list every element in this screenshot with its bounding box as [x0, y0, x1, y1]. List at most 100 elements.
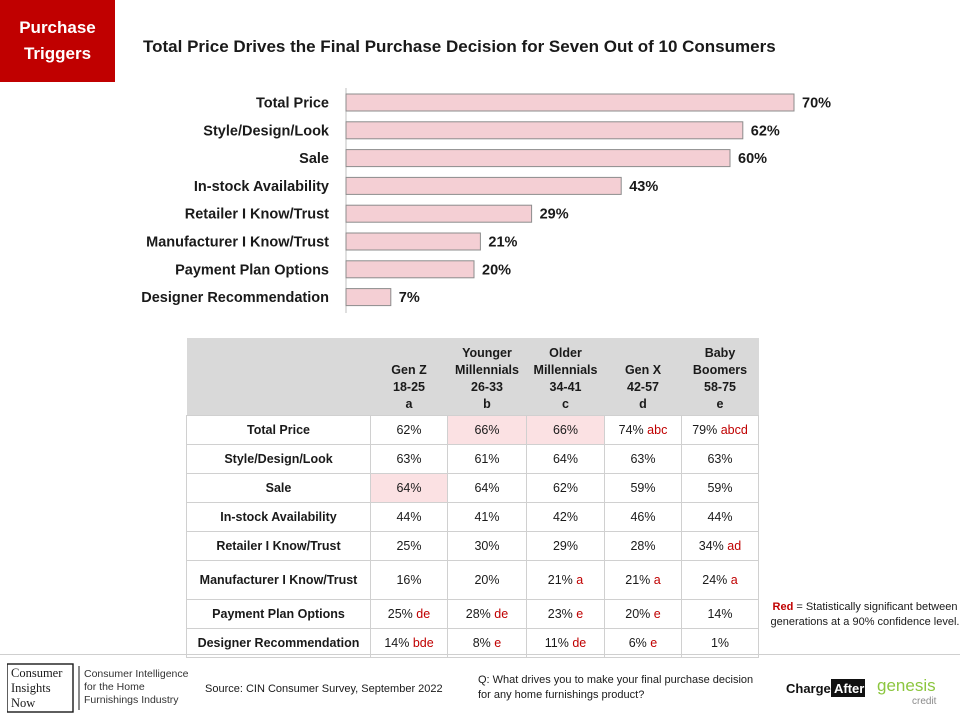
survey-question: Q: What drives you to make your final pu…: [478, 674, 754, 701]
cell-value: 21%: [625, 573, 651, 587]
row-label: In-stock Availability: [186, 502, 371, 532]
table-cell: 23% e: [526, 599, 605, 629]
cell-value: 41%: [474, 510, 500, 524]
header-line: [371, 345, 448, 362]
table-header-blank: [186, 338, 371, 416]
cell-value: 14%: [707, 607, 733, 621]
bar: [345, 232, 481, 251]
generation-table: Gen Z 18-25 a Younger Millennials 26-33 b Older…: [186, 338, 759, 658]
chargeafter-logo-part-1: Charge: [786, 681, 831, 696]
table-cell: 14% bde: [370, 628, 448, 658]
table-cell: 28% de: [447, 599, 527, 629]
table-header-cell: Younger Millennials 26-33 b: [447, 338, 527, 416]
significance-letters: e: [572, 607, 584, 621]
cell-value: 64%: [474, 481, 500, 495]
cell-value: 20%: [625, 607, 651, 621]
header-line: 58-75: [704, 380, 736, 394]
value-label: 21%: [488, 235, 517, 251]
category-label: Manufacturer I Know/Trust: [146, 235, 329, 251]
cell-value: 25%: [396, 539, 422, 553]
bar: [345, 260, 475, 279]
table-cell: 20% e: [604, 599, 682, 629]
cell-value: 66%: [474, 423, 500, 437]
cell-value: 23%: [547, 607, 573, 621]
table-cell: 21% a: [604, 560, 682, 600]
source-note: Source: CIN Consumer Survey, September 2…: [205, 683, 443, 695]
table-cell: 29%: [526, 531, 605, 561]
purchase-trigger-bar-chart: Total Price 70% Style/Design/Look 62% Sale 60…: [141, 88, 831, 313]
header-letter: e: [716, 397, 724, 411]
table-cell: 63%: [604, 444, 682, 474]
table-cell: 14%: [681, 599, 759, 629]
cell-value: 14%: [384, 636, 410, 650]
bar: [345, 204, 533, 223]
cell-value: 59%: [707, 481, 733, 495]
row-label: Designer Recommendation: [186, 628, 371, 658]
header-letter: c: [562, 397, 569, 411]
cell-value: 21%: [547, 573, 573, 587]
table-cell: 44%: [370, 502, 448, 532]
table-cell: 79% abcd: [681, 415, 759, 445]
table-cell: 25%: [370, 531, 448, 561]
cell-value: 44%: [707, 510, 733, 524]
category-label: In-stock Availability: [194, 179, 329, 195]
table-cell: 8% e: [447, 628, 527, 658]
cin-logo-line-2: Insights: [11, 681, 51, 695]
header-line: 26-33: [471, 380, 503, 394]
table-cell: 59%: [604, 473, 682, 503]
row-label: Manufacturer I Know/Trust: [186, 560, 371, 600]
header-letter: d: [639, 397, 647, 411]
cell-value: 62%: [552, 481, 579, 495]
table-cell: 63%: [370, 444, 448, 474]
cell-value: 30%: [474, 539, 500, 553]
cell-value: 64%: [396, 481, 422, 495]
table-cell: 46%: [604, 502, 682, 532]
table-cell: 64%: [447, 473, 527, 503]
header-letter: [187, 396, 371, 413]
table-cell: 66%: [526, 415, 605, 445]
header-line: 34-41: [549, 380, 582, 394]
cell-value: 16%: [396, 573, 422, 587]
table-cell: 1%: [681, 628, 759, 658]
cell-value: 63%: [707, 452, 733, 466]
header-letter: b: [483, 397, 491, 411]
cell-value: 25%: [387, 607, 413, 621]
table-cell: 20%: [447, 560, 527, 600]
table-cell: 34% ad: [681, 531, 759, 561]
value-label: 43%: [629, 179, 658, 195]
value-label: 70%: [802, 96, 831, 112]
cell-value: 63%: [396, 452, 422, 466]
table-cell: 74% abc: [604, 415, 682, 445]
table-cell: 64%: [526, 444, 605, 474]
header-line: Boomers: [692, 363, 748, 377]
significance-letters: e: [490, 636, 502, 650]
footer-divider: [0, 654, 960, 655]
section-tag-line-2: Triggers: [23, 44, 92, 63]
cell-value: 64%: [552, 452, 579, 466]
table-cell: 24% a: [681, 560, 759, 600]
table-cell: 64%: [370, 473, 448, 503]
chart-title: Total Price Drives the Final Purchase De…: [143, 37, 776, 56]
cell-value: 29%: [552, 539, 579, 553]
cell-value: 24%: [702, 573, 728, 587]
row-label: Total Price: [186, 415, 371, 445]
header-line: Younger: [462, 346, 512, 360]
table-row: Manufacturer I Know/Trust 16% 20% 21% a 21% …: [186, 560, 759, 600]
cin-logo-line-3: Now: [11, 696, 35, 710]
cell-value: 46%: [630, 510, 656, 524]
significance-letters: de: [568, 636, 587, 650]
table-header-cell: Older Millennials 34-41 c: [526, 338, 605, 416]
note-text: = Statistically significant between gene…: [770, 601, 960, 628]
section-tag: Purchase Triggers: [0, 0, 115, 82]
cin-logo-tag-3: Furnishings Industry: [84, 694, 179, 706]
table-cell: 62%: [370, 415, 448, 445]
header-letter: a: [405, 397, 413, 411]
header-line: 42-57: [627, 380, 659, 394]
table-cell: 66%: [447, 415, 527, 445]
cin-logo-tag-2: for the Home: [84, 681, 145, 693]
bar: [345, 288, 392, 307]
significance-letters: bde: [409, 636, 434, 650]
significance-letters: a: [572, 573, 584, 587]
header-line: [187, 379, 371, 396]
header-line: Gen Z: [391, 363, 427, 377]
